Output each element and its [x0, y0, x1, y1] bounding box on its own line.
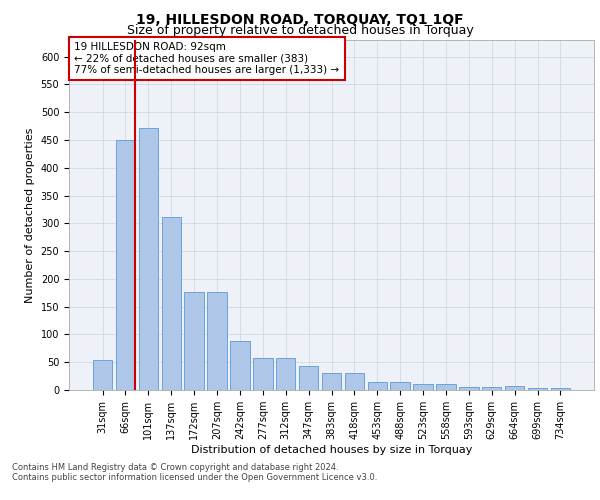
Bar — [208, 292, 227, 390]
Bar — [93, 360, 112, 390]
Bar — [322, 374, 341, 390]
X-axis label: Distribution of detached houses by size in Torquay: Distribution of detached houses by size … — [191, 445, 472, 455]
Bar — [116, 140, 135, 390]
Bar — [528, 388, 547, 390]
Bar — [391, 382, 410, 390]
Bar — [184, 292, 204, 390]
Bar — [368, 382, 387, 390]
Bar — [436, 384, 455, 390]
Bar — [253, 358, 272, 390]
Text: Contains HM Land Registry data © Crown copyright and database right 2024.: Contains HM Land Registry data © Crown c… — [12, 462, 338, 471]
Bar — [482, 386, 502, 390]
Bar — [413, 384, 433, 390]
Bar — [551, 388, 570, 390]
Bar — [230, 341, 250, 390]
Bar — [276, 358, 295, 390]
Bar — [299, 366, 319, 390]
Text: 19, HILLESDON ROAD, TORQUAY, TQ1 1QF: 19, HILLESDON ROAD, TORQUAY, TQ1 1QF — [136, 12, 464, 26]
Bar — [161, 217, 181, 390]
Text: 19 HILLESDON ROAD: 92sqm
← 22% of detached houses are smaller (383)
77% of semi-: 19 HILLESDON ROAD: 92sqm ← 22% of detach… — [74, 42, 340, 75]
Bar — [505, 386, 524, 390]
Bar — [344, 374, 364, 390]
Bar — [139, 128, 158, 390]
Y-axis label: Number of detached properties: Number of detached properties — [25, 128, 35, 302]
Text: Contains public sector information licensed under the Open Government Licence v3: Contains public sector information licen… — [12, 472, 377, 482]
Text: Size of property relative to detached houses in Torquay: Size of property relative to detached ho… — [127, 24, 473, 37]
Bar — [459, 386, 479, 390]
